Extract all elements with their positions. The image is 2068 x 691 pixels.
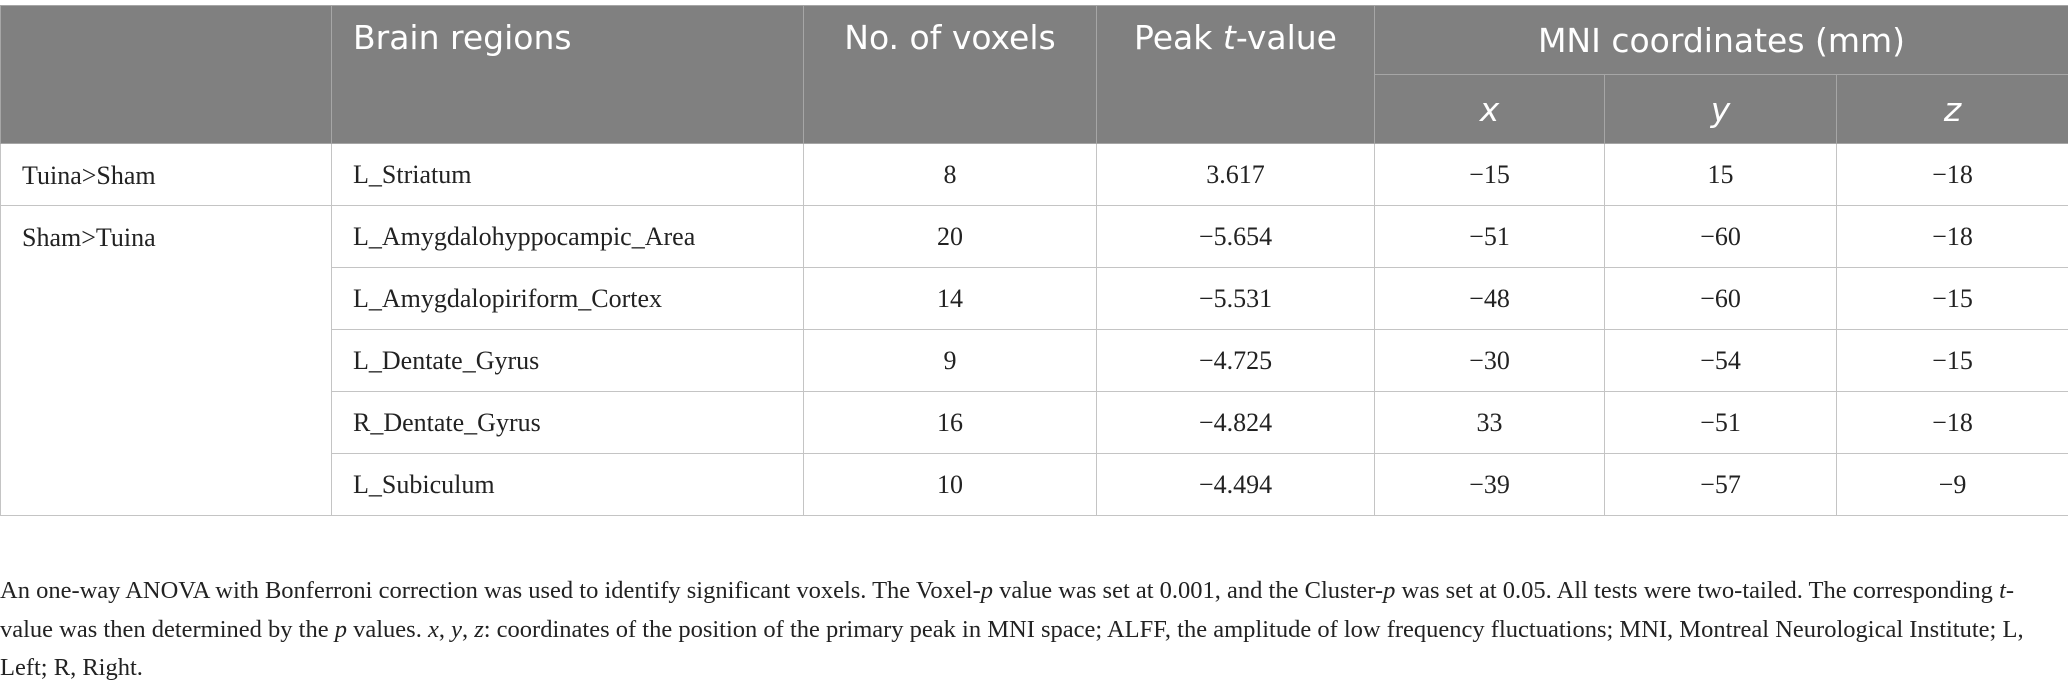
table-cell: −30 <box>1374 329 1605 392</box>
header-cell: No. of voxels <box>803 5 1097 144</box>
header-cell: x <box>1374 74 1605 144</box>
group-label: Tuina>Sham <box>0 143 332 206</box>
table-cell: L_Amygdalohyppocampic_Area <box>331 205 804 268</box>
header-cell: Peak t-value <box>1096 5 1375 144</box>
text-run: values. <box>346 615 428 643</box>
table-cell: −48 <box>1374 267 1605 330</box>
table-cell: −51 <box>1604 391 1837 454</box>
text-run: An one-way ANOVA with Bonferroni correct… <box>0 577 981 604</box>
table-cell: 20 <box>803 205 1097 268</box>
header-cell: Brain regions <box>331 5 804 144</box>
table-row: L_Amygdalopiriform_Cortex 14 −5.531 −48 −60−… <box>1 267 2068 330</box>
table-cell: 8 <box>803 143 1097 206</box>
table-cell: −4.725 <box>1096 329 1375 392</box>
table-cell: 16 <box>803 391 1097 454</box>
table-cell: −5.654 <box>1096 205 1375 268</box>
table-cell: −18 <box>1836 391 2068 454</box>
table-row: L_Dentate_Gyrus 9 −4.725 −30 −54 −15 <box>1 329 2068 392</box>
text-run: y <box>1710 89 1731 129</box>
table-cell: −18 <box>1836 143 2068 206</box>
table-cell: −4.824 <box>1096 391 1375 454</box>
table-cell: −60 <box>1604 267 1837 330</box>
table-cell: 3.617 <box>1096 143 1375 206</box>
table-header: Brain regions No. of voxels Peak t-value MN… <box>0 5 2068 144</box>
table-cell: −9 <box>1836 453 2068 516</box>
table-cell: −15 <box>1836 267 2068 330</box>
text-run: value was set at 0.001, and the Cluster- <box>993 577 1384 604</box>
table-cell: 10 <box>803 453 1097 516</box>
table-cell: 9 <box>803 329 1097 392</box>
table-cell: L_Dentate_Gyrus <box>331 329 804 392</box>
text-run: : coordinates of the position of the pri… <box>0 615 2024 682</box>
group-label: Sham>Tuina <box>0 205 332 516</box>
text-run: x <box>1479 89 1500 129</box>
text-run: z <box>1943 89 1962 129</box>
header-cell: MNI coordinates (mm) <box>1374 5 2068 75</box>
text-run: was set at 0.05. All tests were two-tail… <box>1395 577 2000 604</box>
table-cell: R_Dentate_Gyrus <box>331 391 804 454</box>
text-run: -value <box>1235 18 1337 57</box>
text-run: p <box>1383 577 1396 604</box>
table-body: Tuina>Sham L_Striatum 8 3.617 −15 15 −18 Sham>T… <box>0 143 2068 516</box>
text-run: , <box>461 615 475 643</box>
header-cell <box>0 5 332 144</box>
data-table: Brain regions No. of voxels Peak t-value MN… <box>0 5 2068 516</box>
table-cell: 33 <box>1374 391 1605 454</box>
text-run: t <box>1999 577 2006 604</box>
table-cell: 15 <box>1604 143 1837 206</box>
table-row: R_Dentate_Gyrus 16 −4.824 33 −51 −18 <box>1 391 2068 454</box>
table-cell: −15 <box>1374 143 1605 206</box>
table-cell: L_Striatum <box>331 143 804 206</box>
table-cell: −51 <box>1374 205 1605 268</box>
text-run: Peak <box>1134 18 1223 57</box>
table-cell: −15 <box>1836 329 2068 392</box>
text-run: p <box>334 615 347 643</box>
header-cell: z <box>1836 74 2068 144</box>
header-cell: y <box>1604 74 1837 144</box>
header-row: x y z <box>1 74 2068 144</box>
text-run: , <box>438 615 452 643</box>
table-cell: −54 <box>1604 329 1837 392</box>
text-run: x <box>427 615 439 643</box>
table-cell: −57 <box>1604 453 1837 516</box>
text-run: p <box>980 577 993 604</box>
table-cell: L_Amygdalopiriform_Cortex <box>331 267 804 330</box>
table-row: L_Subiculum 10 −4.494 −39 −57 −9 <box>1 453 2068 516</box>
text-run: -value was then determined by the <box>0 577 2015 643</box>
table-cell: −18 <box>1836 205 2068 268</box>
text-run: z <box>474 615 484 643</box>
text-run: y <box>451 615 462 643</box>
header-row: Brain regions No. of voxels Peak t-value MN… <box>0 5 2068 144</box>
footnote: An one-way ANOVA with Bonferroni correct… <box>0 572 2050 688</box>
table-cell: 14 <box>803 267 1097 330</box>
table-cell: −60 <box>1604 205 1837 268</box>
text-run: t <box>1222 18 1236 57</box>
table-cell: −39 <box>1374 453 1605 516</box>
table-cell: −4.494 <box>1096 453 1375 516</box>
table-cell: −5.531 <box>1096 267 1375 330</box>
table-cell: L_Subiculum <box>331 453 804 516</box>
table-row: Sham>Tuina L_Amygdalohyppocampic_Area 20 −5… <box>0 205 2068 516</box>
table-row: Tuina>Sham L_Striatum 8 3.617 −15 15 −18 <box>0 143 2068 206</box>
